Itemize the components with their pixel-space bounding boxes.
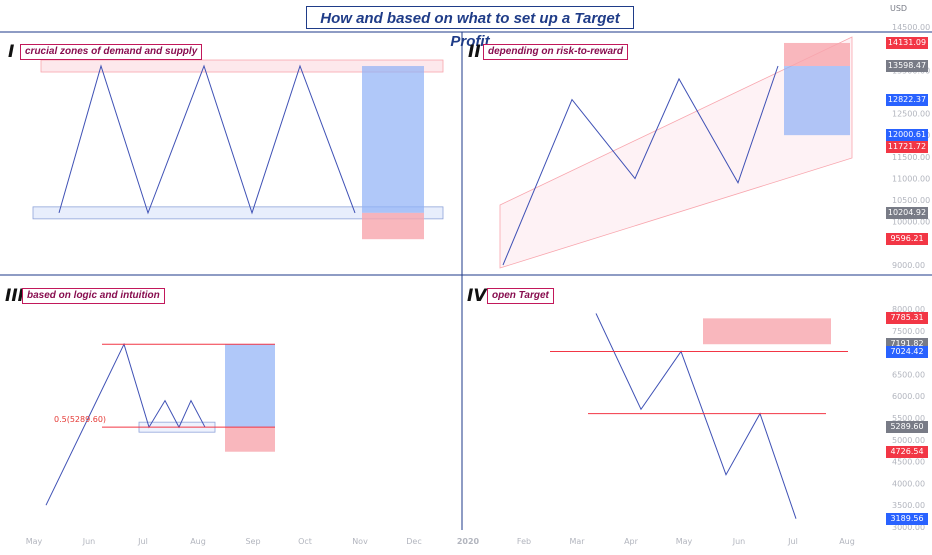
y-tick-label: 5500.00 bbox=[892, 414, 925, 423]
y-tick-label: 5000.00 bbox=[892, 436, 925, 445]
price-badge: 7024.42 bbox=[886, 345, 928, 358]
x-tick-label: Feb bbox=[517, 537, 531, 546]
y-tick-label: 11000.00 bbox=[892, 174, 930, 183]
x-tick-label: Jun bbox=[82, 537, 96, 546]
y-tick-label: 6500.00 bbox=[892, 370, 925, 379]
x-tick-label: May bbox=[26, 537, 43, 546]
price-badge: 13598.47 bbox=[886, 60, 928, 72]
x-tick-label: Aug bbox=[839, 537, 855, 546]
y-tick-label: 3500.00 bbox=[892, 501, 925, 510]
quadrant-label-2: depending on risk-to-reward bbox=[483, 44, 629, 60]
target-zone-2 bbox=[784, 66, 850, 136]
price-badge: 10204.92 bbox=[886, 206, 928, 219]
x-tick-label: May bbox=[676, 537, 693, 546]
price-path-1 bbox=[58, 64, 356, 215]
y-tick-label: 8000.00 bbox=[892, 305, 925, 314]
price-badge: 12000.61 bbox=[886, 129, 928, 142]
price-badge: 12822.37 bbox=[886, 93, 928, 106]
x-tick-label: Jul bbox=[787, 537, 798, 546]
x-tick-label: Aug bbox=[190, 537, 206, 546]
stop-zone-3 bbox=[225, 427, 275, 452]
x-tick-label: Jun bbox=[732, 537, 746, 546]
quadrant-numeral-3: III bbox=[5, 286, 24, 306]
fib-annotation: 0.5(5289.60) bbox=[54, 415, 107, 424]
y-tick-label: 6000.00 bbox=[892, 392, 925, 401]
x-tick-label: Oct bbox=[298, 537, 312, 546]
target-zone-3 bbox=[225, 344, 275, 428]
y-tick-label: 11500.00 bbox=[892, 153, 930, 162]
x-tick-label: Nov bbox=[352, 537, 368, 546]
quadrant-label-1: crucial zones of demand and supply bbox=[20, 44, 203, 60]
x-tick-label: Apr bbox=[624, 537, 639, 546]
y-tick-label: 4500.00 bbox=[892, 458, 925, 467]
y-tick-label: 4000.00 bbox=[892, 479, 925, 488]
quadrant-numeral-2: II bbox=[468, 42, 481, 62]
quadrant-label-4: open Target bbox=[487, 288, 554, 304]
x-tick-label: Mar bbox=[569, 537, 585, 546]
price-badge: 11721.72 bbox=[886, 141, 928, 154]
price-badge: 9596.21 bbox=[886, 233, 928, 246]
y-tick-label: 10500.00 bbox=[892, 196, 930, 205]
x-tick-label: Sep bbox=[245, 537, 260, 546]
y-tick-label: 7500.00 bbox=[892, 327, 925, 336]
y-tick-label: 3000.00 bbox=[892, 523, 925, 532]
page-title: How and based on what to set up a Target… bbox=[306, 6, 634, 50]
y-tick-label: 10000.00 bbox=[892, 218, 930, 227]
stop-zone-2 bbox=[784, 42, 850, 67]
price-path-2 bbox=[502, 65, 779, 266]
price-badge: 14131.09 bbox=[886, 37, 928, 49]
demand-zone bbox=[32, 206, 444, 220]
target-zone-1 bbox=[362, 66, 424, 213]
price-badge: 4726.54 bbox=[886, 445, 928, 458]
quadrant-numeral-4: IV bbox=[467, 286, 487, 306]
resistance-zone-4 bbox=[703, 318, 831, 345]
supply-zone bbox=[40, 59, 444, 73]
price-badge: 3189.56 bbox=[886, 512, 928, 525]
price-path-4 bbox=[595, 313, 797, 519]
price-badge: 7785.31 bbox=[886, 312, 928, 325]
price-badge: 5289.60 bbox=[886, 421, 928, 434]
stop-zone-1 bbox=[362, 212, 424, 240]
quadrant-label-3: based on logic and intuition bbox=[22, 288, 165, 304]
y-tick-label: 9000.00 bbox=[892, 261, 925, 270]
trend-channel bbox=[499, 36, 853, 269]
x-tick-label: 2020 bbox=[457, 537, 480, 546]
quadrant-numeral-1: I bbox=[8, 42, 15, 62]
y-tick-label: 14500.00 bbox=[892, 23, 930, 32]
y-tick-label: 12500.00 bbox=[892, 110, 930, 119]
x-tick-label: Dec bbox=[406, 537, 421, 546]
currency-label: USD bbox=[890, 4, 908, 13]
x-tick-label: Jul bbox=[137, 537, 148, 546]
